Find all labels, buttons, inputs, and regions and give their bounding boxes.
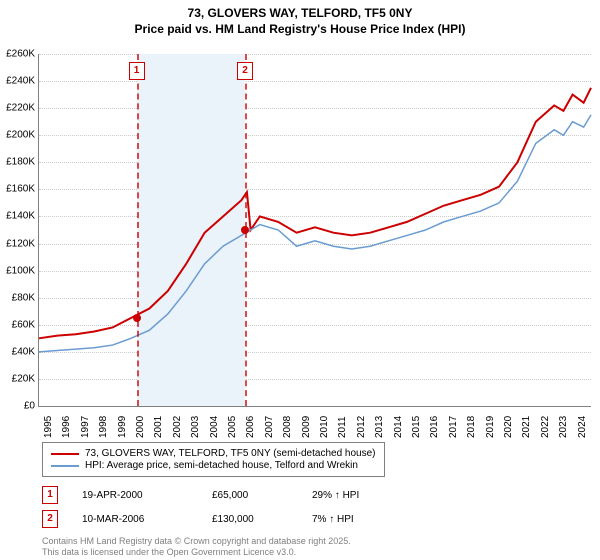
x-axis-label: 2011 — [337, 416, 348, 438]
x-axis-label: 2008 — [282, 416, 293, 438]
series-hpi — [39, 115, 591, 352]
y-axis-label: £120K — [6, 238, 35, 249]
y-axis-label: £60K — [12, 319, 35, 330]
y-axis-label: £40K — [12, 346, 35, 357]
y-axis-label: £0 — [24, 401, 35, 412]
marker-box-1: 1 — [129, 62, 145, 80]
legend-swatch-hpi — [51, 465, 79, 467]
y-axis-label: £80K — [12, 292, 35, 303]
series-property — [39, 88, 591, 338]
legend: 73, GLOVERS WAY, TELFORD, TF5 0NY (semi-… — [42, 442, 385, 477]
tx-marker-2: 2 — [42, 510, 58, 528]
y-axis-label: £220K — [6, 103, 35, 114]
x-axis-label: 2004 — [209, 416, 220, 438]
copyright-footer: Contains HM Land Registry data © Crown c… — [42, 536, 351, 558]
tx-date-1: 19-APR-2000 — [82, 490, 212, 501]
y-axis-label: £100K — [6, 265, 35, 276]
y-axis-label: £140K — [6, 211, 35, 222]
x-axis-label: 2024 — [577, 416, 588, 438]
x-axis-label: 2010 — [319, 416, 330, 438]
tx-price-2: £130,000 — [212, 514, 312, 525]
marker-dot-1 — [133, 314, 141, 322]
x-axis-label: 2020 — [503, 416, 514, 438]
x-axis-label: 2009 — [301, 416, 312, 438]
x-axis-label: 2023 — [558, 416, 569, 438]
chart-container: 73, GLOVERS WAY, TELFORD, TF5 0NY Price … — [0, 0, 600, 560]
x-axis-label: 2022 — [540, 416, 551, 438]
x-axis-label: 2014 — [393, 416, 404, 438]
title-line-1: 73, GLOVERS WAY, TELFORD, TF5 0NY — [0, 6, 600, 22]
footer-line-2: This data is licensed under the Open Gov… — [42, 547, 351, 558]
marker-dot-2 — [241, 226, 249, 234]
x-axis-label: 2017 — [448, 416, 459, 438]
transaction-row-1: 1 19-APR-2000 £65,000 29% ↑ HPI — [42, 486, 359, 504]
x-axis-label: 2005 — [227, 416, 238, 438]
tx-pct-1: 29% ↑ HPI — [312, 490, 359, 501]
legend-row-hpi: HPI: Average price, semi-detached house,… — [51, 460, 376, 471]
transaction-row-2: 2 10-MAR-2006 £130,000 7% ↑ HPI — [42, 510, 354, 528]
y-axis-label: £200K — [6, 130, 35, 141]
legend-row-property: 73, GLOVERS WAY, TELFORD, TF5 0NY (semi-… — [51, 448, 376, 459]
legend-label-property: 73, GLOVERS WAY, TELFORD, TF5 0NY (semi-… — [85, 448, 376, 459]
y-axis-label: £20K — [12, 373, 35, 384]
x-axis-label: 2016 — [429, 416, 440, 438]
y-axis-label: £160K — [6, 184, 35, 195]
x-axis-label: 2018 — [466, 416, 477, 438]
marker-box-2: 2 — [237, 62, 253, 80]
footer-line-1: Contains HM Land Registry data © Crown c… — [42, 536, 351, 547]
tx-marker-1: 1 — [42, 486, 58, 504]
x-axis-label: 2007 — [264, 416, 275, 438]
x-axis-label: 2012 — [356, 416, 367, 438]
x-axis-label: 2002 — [172, 416, 183, 438]
x-axis-label: 1996 — [61, 416, 72, 438]
plot-area: 12 £0£20K£40K£60K£80K£100K£120K£140K£160… — [38, 54, 591, 407]
x-axis-label: 1998 — [98, 416, 109, 438]
x-axis-label: 1997 — [80, 416, 91, 438]
y-axis-label: £240K — [6, 76, 35, 87]
x-axis-label: 2006 — [245, 416, 256, 438]
x-axis-label: 2013 — [374, 416, 385, 438]
legend-label-hpi: HPI: Average price, semi-detached house,… — [85, 460, 358, 471]
x-axis-label: 1995 — [43, 416, 54, 438]
legend-swatch-property — [51, 453, 79, 455]
y-axis-label: £260K — [6, 49, 35, 60]
x-axis-label: 1999 — [117, 416, 128, 438]
tx-date-2: 10-MAR-2006 — [82, 514, 212, 525]
tx-price-1: £65,000 — [212, 490, 312, 501]
title-line-2: Price paid vs. HM Land Registry's House … — [0, 22, 600, 38]
x-axis-label: 2019 — [485, 416, 496, 438]
chart-title: 73, GLOVERS WAY, TELFORD, TF5 0NY Price … — [0, 0, 600, 37]
x-axis-label: 2015 — [411, 416, 422, 438]
x-axis-label: 2001 — [153, 416, 164, 438]
line-series — [39, 54, 591, 406]
tx-pct-2: 7% ↑ HPI — [312, 514, 354, 525]
marker-line-1 — [137, 54, 139, 406]
x-axis-label: 2003 — [190, 416, 201, 438]
y-axis-label: £180K — [6, 157, 35, 168]
x-axis-label: 2000 — [135, 416, 146, 438]
x-axis-label: 2021 — [521, 416, 532, 438]
